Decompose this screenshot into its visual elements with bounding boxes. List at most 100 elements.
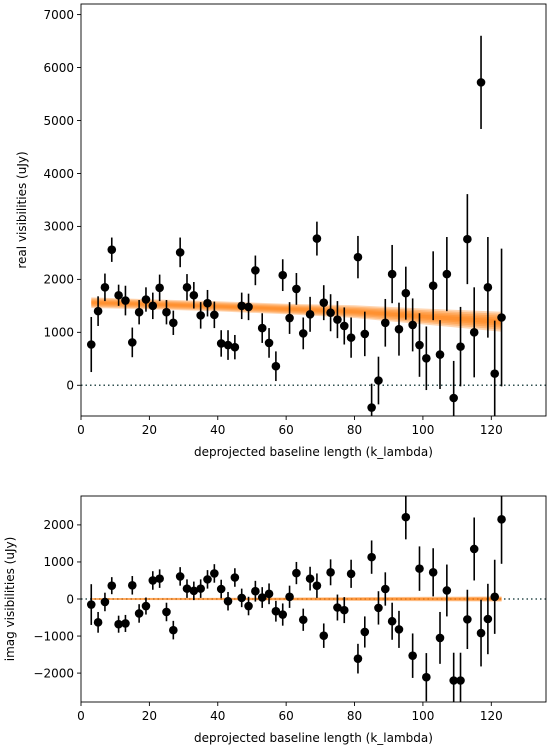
imag-marker-29 [285, 592, 294, 602]
imag-x-axis-label: deprojected baseline length (k_lambda) [194, 731, 433, 745]
real-y-tick-label-3000: 3000 [43, 220, 74, 234]
imag-y-tick-label-1000: 1000 [43, 555, 74, 569]
real-data-point-24 [251, 255, 260, 286]
imag-marker-35 [326, 568, 335, 577]
imag-marker-34 [319, 631, 329, 640]
real-marker-19 [216, 339, 226, 348]
real-marker-2 [100, 283, 110, 292]
imag-data-point-27 [271, 600, 281, 622]
real-data-point-29 [285, 302, 294, 334]
real-data-point-37 [339, 307, 349, 345]
real-data-point-17 [203, 289, 212, 317]
imag-marker-25 [257, 593, 267, 602]
imag-data-point-57 [476, 599, 486, 667]
real-data-point-0 [86, 316, 96, 373]
real-marker-8 [141, 295, 151, 304]
imag-data-point-54 [456, 652, 465, 702]
imag-data-point-35 [326, 559, 335, 586]
real-marker-36 [333, 315, 342, 324]
real-data-point-54 [456, 306, 465, 387]
imag-marker-12 [169, 625, 178, 635]
imag-data-point-41 [367, 540, 376, 574]
real-marker-22 [237, 301, 246, 311]
real-marker-13 [175, 248, 185, 257]
real-marker-31 [298, 329, 308, 338]
imag-data-point-28 [278, 603, 288, 626]
imag-data-point-38 [346, 559, 356, 588]
real-marker-9 [148, 301, 158, 311]
imag-data-point-11 [162, 602, 171, 622]
real-data-point-30 [292, 273, 301, 305]
real-data-point-2 [100, 273, 110, 302]
real-data-point-8 [141, 287, 151, 312]
real-data-point-52 [442, 237, 452, 312]
real-data-point-6 [127, 327, 137, 358]
imag-data-point-44 [387, 602, 397, 640]
real-y-ticks: 0 1000 2000 3000 4000 5000 6000 7000 [43, 8, 81, 393]
imag-marker-60 [497, 515, 506, 524]
real-data-point-43 [381, 298, 390, 347]
real-data-point-34 [319, 285, 329, 321]
real-marker-12 [169, 318, 178, 328]
imag-marker-53 [449, 676, 458, 685]
imag-x-tick-label-80: 80 [347, 709, 362, 723]
imag-x-tick-label-0: 0 [77, 709, 85, 723]
real-marker-1 [93, 306, 103, 316]
imag-marker-31 [298, 615, 308, 625]
imag-marker-20 [223, 596, 233, 606]
imag-data-point-31 [298, 608, 308, 631]
imag-marker-2 [100, 597, 110, 607]
real-data-point-38 [346, 317, 356, 358]
imag-data-point-43 [381, 572, 390, 606]
real-data-point-35 [326, 294, 335, 332]
real-marker-52 [442, 269, 452, 279]
real-data-point-49 [422, 326, 431, 391]
imag-y-axis-label: imag visibilities (uJy) [3, 537, 17, 662]
real-x-tick-label-60: 60 [279, 423, 294, 437]
imag-marker-9 [148, 576, 158, 585]
real-x-tick-label-20: 20 [142, 423, 157, 437]
real-data-point-25 [257, 313, 267, 343]
real-y-tick-label-2000: 2000 [43, 273, 74, 287]
real-marker-4 [114, 290, 123, 300]
imag-marker-5 [121, 619, 130, 628]
imag-data-point-24 [251, 580, 260, 602]
imag-data-point-60 [497, 496, 506, 564]
imag-data-point-32 [305, 566, 315, 591]
real-marker-43 [381, 318, 390, 328]
imag-data-point-3 [107, 577, 117, 595]
imag-marker-21 [230, 573, 240, 582]
real-marker-41 [367, 403, 376, 412]
real-x-tick-label-80: 80 [347, 423, 362, 437]
real-y-tick-label-5000: 5000 [43, 114, 74, 128]
real-marker-47 [408, 320, 417, 330]
real-marker-35 [326, 308, 335, 318]
real-marker-37 [339, 321, 349, 331]
real-marker-26 [264, 338, 274, 348]
real-visibilities-panel: 0 20 40 60 80 100 120 0 1000 2000 3000 4000 5000 600… [15, 3, 547, 459]
imag-marker-54 [456, 676, 465, 685]
imag-y-tick-label--2000: −2000 [33, 666, 74, 680]
imag-marker-14 [182, 584, 192, 593]
imag-data-point-23 [244, 596, 253, 616]
imag-data-point-14 [182, 579, 192, 598]
imag-data-point-8 [141, 597, 151, 615]
real-data-point-16 [196, 302, 205, 329]
real-data-point-59 [490, 320, 500, 416]
real-data-point-60 [497, 248, 506, 387]
real-marker-59 [490, 369, 500, 378]
real-marker-23 [244, 302, 253, 312]
real-data-point-9 [148, 292, 158, 320]
real-data-point-18 [210, 301, 219, 329]
imag-marker-44 [387, 616, 397, 626]
imag-marker-4 [114, 619, 123, 629]
real-data-point-57 [476, 35, 486, 129]
real-data-point-48 [415, 313, 424, 377]
real-data-point-11 [162, 300, 171, 325]
imag-marker-38 [346, 569, 356, 579]
real-model-band-layer-4 [91, 301, 502, 324]
imag-marker-28 [278, 610, 288, 619]
imag-marker-13 [175, 572, 185, 581]
imag-model-band-layer-0 [91, 596, 502, 602]
